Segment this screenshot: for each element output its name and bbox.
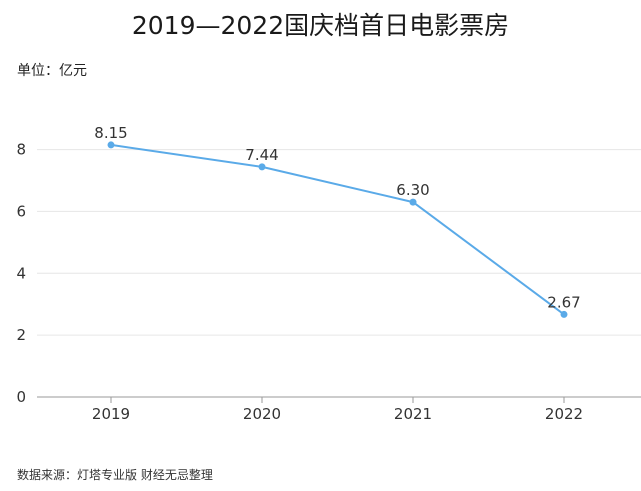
- y-tick-label-6: 6: [16, 202, 26, 220]
- y-tick-label-0: 0: [16, 388, 26, 406]
- data-label-2019: 8.15: [94, 124, 127, 142]
- y-tick-label-8: 8: [16, 141, 26, 159]
- x-tick-label-2021: 2021: [394, 405, 432, 423]
- x-tick-label-2022: 2022: [545, 405, 583, 423]
- series-layer: [107, 141, 568, 318]
- data-labels: 8.15 7.44 6.30 2.67: [94, 124, 580, 311]
- series-line: [110, 143, 565, 316]
- data-point-2022: [560, 310, 568, 318]
- x-tick-label-2019: 2019: [92, 405, 130, 423]
- data-point-2020: [258, 163, 266, 171]
- data-label-2020: 7.44: [245, 146, 278, 164]
- y-tick-label-2: 2: [16, 326, 26, 344]
- data-label-2022: 2.67: [547, 293, 580, 311]
- chart-title: 2019—2022国庆档首日电影票房: [131, 11, 510, 40]
- source-note: 数据来源：灯塔专业版 财经无忌整理: [17, 468, 213, 482]
- y-tick-label-4: 4: [16, 264, 26, 282]
- data-point-2019: [107, 141, 115, 149]
- data-label-2021: 6.30: [396, 181, 429, 199]
- axes: 0 2 4 6 8 2019 2020 2021 2022: [16, 141, 641, 423]
- x-tick-label-2020: 2020: [243, 405, 281, 423]
- data-point-2021: [409, 198, 417, 206]
- unit-label: 单位：亿元: [17, 63, 87, 79]
